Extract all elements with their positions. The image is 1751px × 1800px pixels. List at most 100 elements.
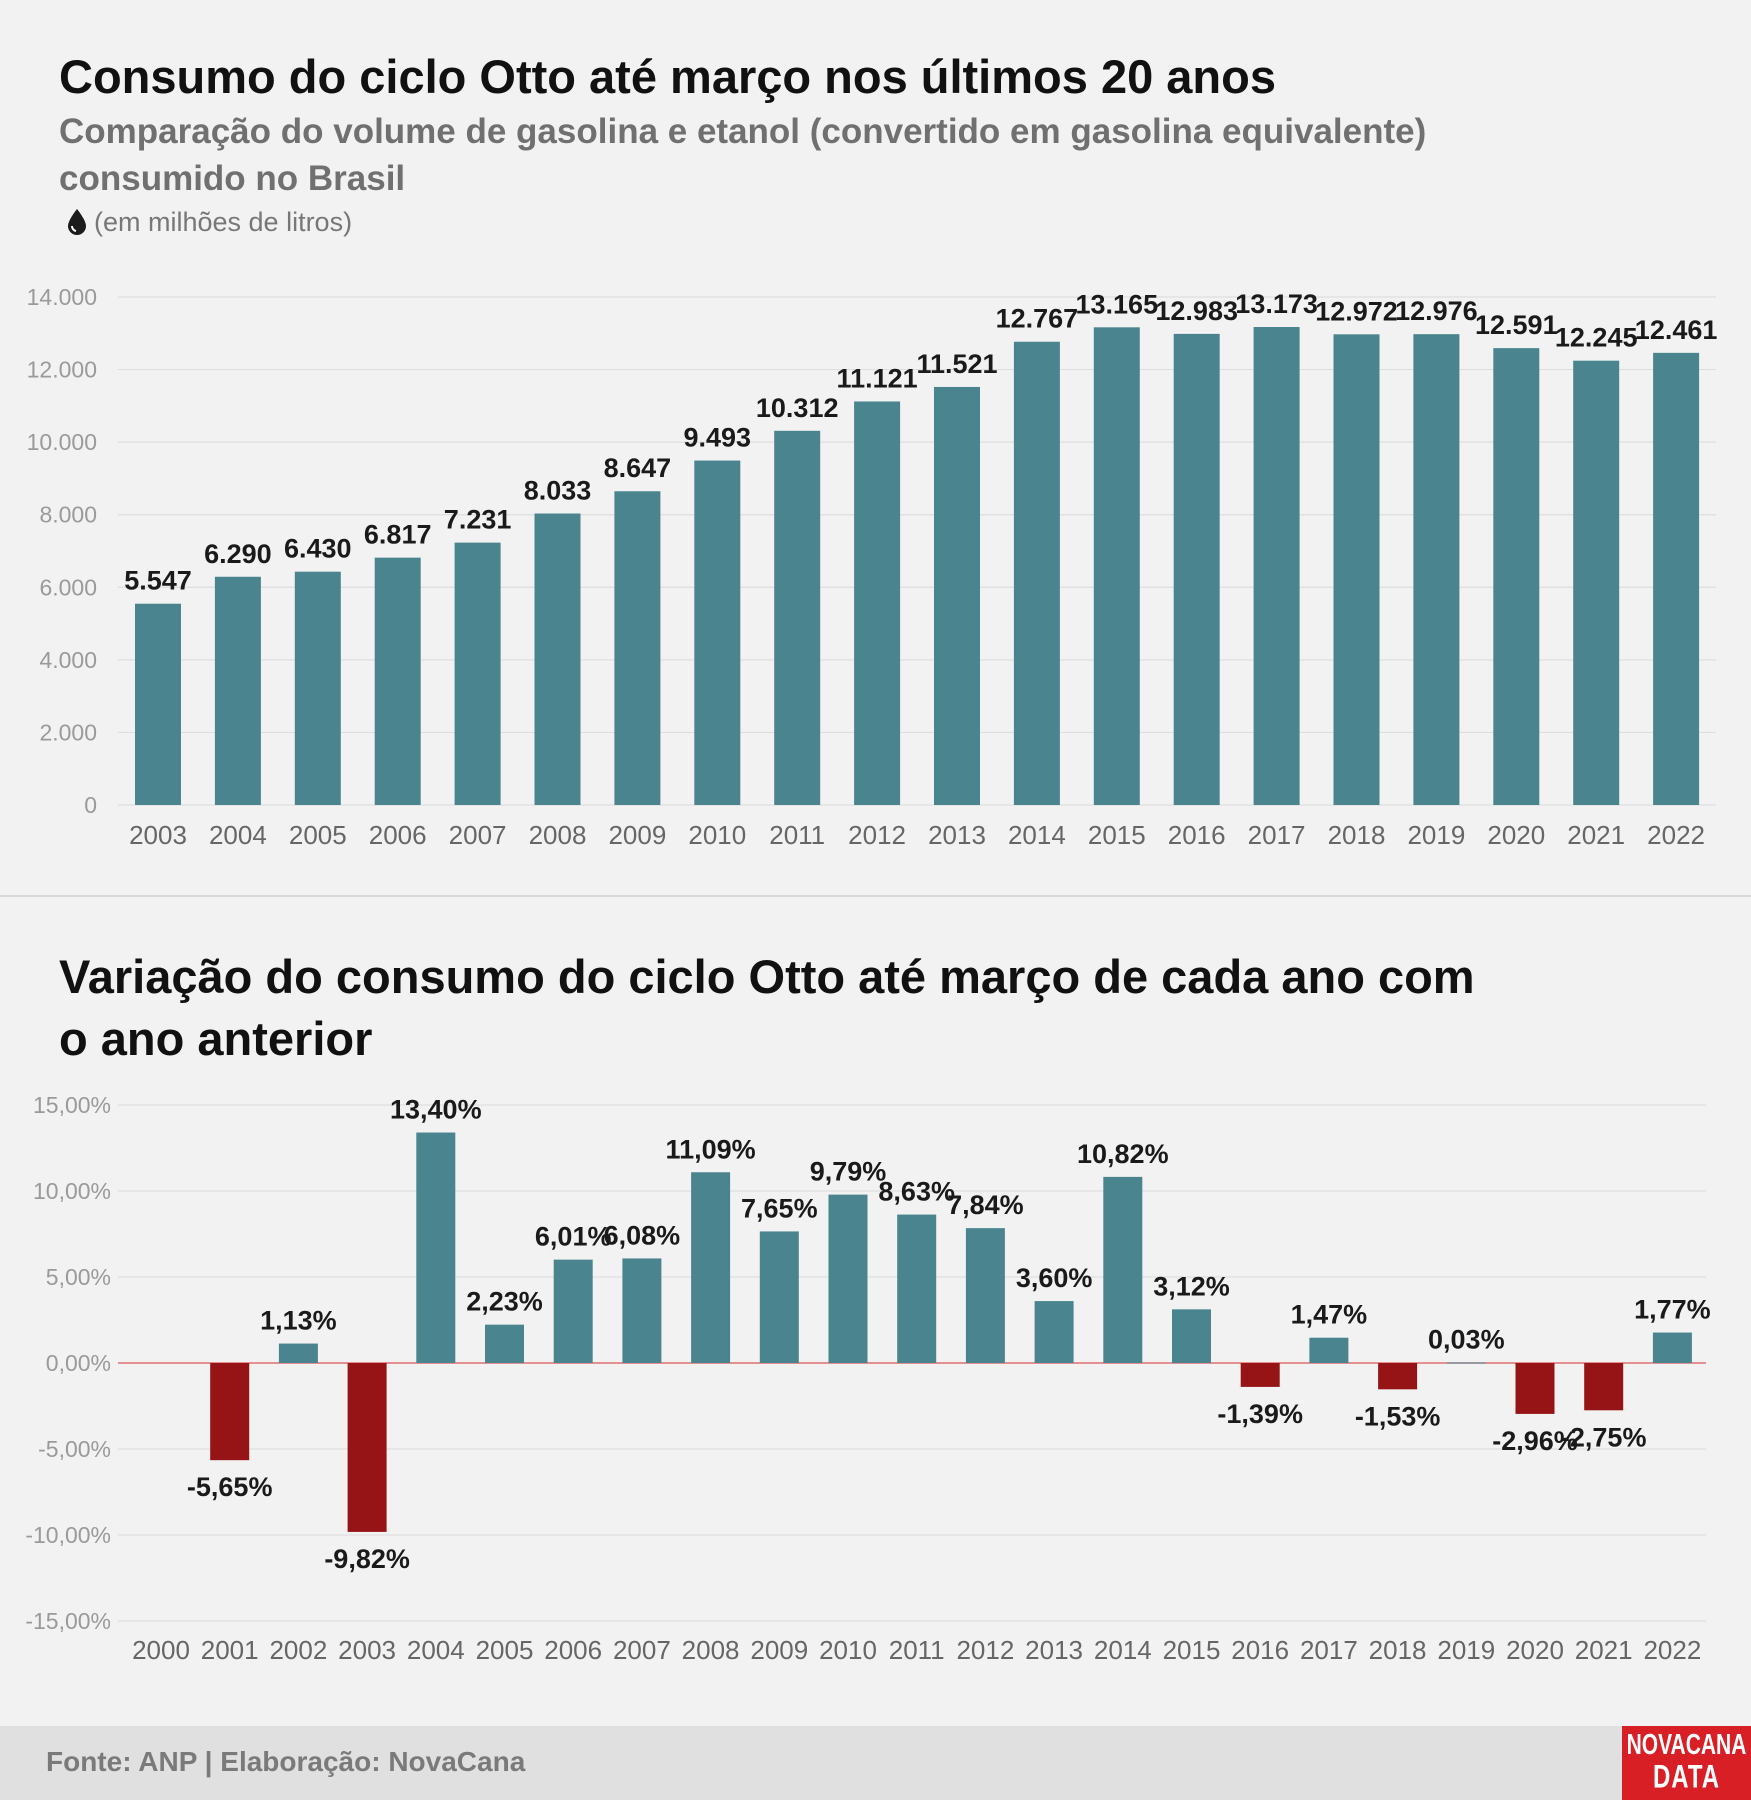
- bar: [347, 1363, 387, 1532]
- chart1-subtitle: Comparação do volume de gasolina e etano…: [59, 112, 1427, 198]
- bar: [614, 491, 661, 805]
- bar: [1172, 1309, 1211, 1363]
- x-category-label: 2019: [1407, 820, 1465, 850]
- x-category-label: 2008: [682, 1635, 740, 1665]
- x-category-label: 2003: [129, 820, 187, 850]
- bar: [694, 460, 741, 805]
- data-label: 12.972: [1315, 296, 1398, 326]
- bar: [1446, 1362, 1486, 1364]
- y-tick-label: 10,00%: [33, 1178, 111, 1204]
- x-category-label: 2019: [1437, 1635, 1495, 1665]
- x-category-label: 2009: [608, 820, 666, 850]
- x-category-label: 2014: [1008, 820, 1066, 850]
- x-category-label: 2007: [449, 820, 507, 850]
- data-label: 2,23%: [466, 1287, 543, 1317]
- y-tick-label: 8.000: [39, 502, 97, 528]
- x-category-label: 2005: [289, 820, 347, 850]
- x-category-label: 2004: [209, 820, 267, 850]
- unit-label: (em milhões de litros): [94, 207, 353, 237]
- data-label: 12.245: [1555, 323, 1638, 353]
- logo-line-1: NOVACANA: [1626, 1730, 1747, 1762]
- x-category-label: 2010: [688, 820, 746, 850]
- drop-icon: [68, 209, 86, 235]
- data-label: -2,75%: [1561, 1422, 1647, 1452]
- data-label: 12.767: [996, 304, 1079, 334]
- x-category-label: 2013: [928, 820, 986, 850]
- bar: [828, 1194, 868, 1363]
- x-category-label: 2017: [1300, 1635, 1358, 1665]
- data-label: 13.173: [1235, 289, 1318, 319]
- y-tick-label: -5,00%: [38, 1436, 111, 1462]
- x-category-label: 2003: [338, 1635, 396, 1665]
- bar: [622, 1258, 662, 1363]
- x-category-label: 2009: [750, 1635, 808, 1665]
- y-tick-label: 4.000: [39, 647, 97, 673]
- variation-bar-chart: -15,00% -10,00% -5,00% 0,00% 5,00% 10,00% 15,0…: [25, 1092, 1711, 1665]
- data-label: 9,79%: [810, 1157, 887, 1187]
- data-label: 6.430: [284, 534, 352, 564]
- x-category-label: 2016: [1231, 1635, 1289, 1665]
- x-category-label: 2018: [1369, 1635, 1427, 1665]
- y-tick-label: 15,00%: [33, 1092, 111, 1118]
- data-label: 11.521: [916, 349, 997, 379]
- bar: [1240, 1363, 1280, 1387]
- y-tick-label: 0: [84, 792, 97, 818]
- x-category-label: 2021: [1575, 1635, 1633, 1665]
- data-label: 1,13%: [260, 1306, 337, 1336]
- bar: [1309, 1337, 1349, 1363]
- data-label: 7.231: [444, 505, 512, 535]
- bar: [485, 1324, 524, 1363]
- data-label: 11,09%: [666, 1134, 756, 1164]
- x-category-label: 2005: [476, 1635, 534, 1665]
- x-category-label: 2018: [1328, 820, 1386, 850]
- data-label: -9,82%: [324, 1544, 410, 1574]
- data-label: 13,40%: [390, 1095, 482, 1125]
- data-label: 12.591: [1475, 310, 1558, 340]
- y-tick-label: 12.000: [27, 357, 97, 383]
- bar: [210, 1363, 250, 1461]
- y-tick-label: -10,00%: [25, 1522, 111, 1548]
- section-divider: [0, 895, 1751, 897]
- y-tick-label: 14.000: [27, 284, 97, 310]
- bar: [1413, 334, 1460, 805]
- data-label: 1,77%: [1634, 1295, 1711, 1325]
- chart2-title: Variação do consumo do ciclo Otto até ma…: [59, 950, 1475, 1065]
- x-category-label: 2016: [1168, 820, 1226, 850]
- bar: [854, 401, 901, 805]
- y-tick-label: 2.000: [39, 719, 97, 745]
- x-category-label: 2006: [544, 1635, 602, 1665]
- bar: [214, 576, 261, 805]
- x-category-label: 2010: [819, 1635, 877, 1665]
- data-label: -1,39%: [1217, 1399, 1303, 1429]
- consumption-bar-chart: 0 2.000 4.000 6.000 8.000 10.000 12.000 14.000 5…: [27, 284, 1718, 850]
- x-category-label: 2020: [1487, 820, 1545, 850]
- bar: [553, 1259, 593, 1363]
- y-tick-label: 0,00%: [46, 1350, 111, 1376]
- x-category-label: 2002: [269, 1635, 327, 1665]
- data-label: 11.121: [837, 363, 918, 393]
- data-label: 9.493: [684, 423, 752, 453]
- data-label: 3,60%: [1016, 1263, 1093, 1293]
- bar: [1378, 1363, 1418, 1390]
- bar: [1573, 360, 1620, 805]
- bar: [1093, 327, 1140, 805]
- x-category-label: 2015: [1163, 1635, 1221, 1665]
- data-label: 12.983: [1155, 296, 1238, 326]
- chart1-title: Consumo do ciclo Otto até março nos últi…: [59, 50, 1276, 103]
- bar: [1333, 334, 1380, 805]
- x-category-label: 2011: [769, 820, 825, 850]
- bar: [759, 1231, 799, 1363]
- data-label: 7,84%: [947, 1190, 1024, 1220]
- x-category-label: 2021: [1567, 820, 1625, 850]
- x-category-label: 2017: [1248, 820, 1306, 850]
- logo-line-2: DATA: [1652, 1759, 1721, 1797]
- x-category-label: 2020: [1506, 1635, 1564, 1665]
- bar: [1493, 348, 1540, 805]
- bar: [1103, 1176, 1143, 1363]
- bar: [534, 513, 581, 805]
- data-label: 7,65%: [741, 1193, 818, 1223]
- data-label: 8,63%: [878, 1177, 955, 1207]
- data-label: 6.290: [204, 539, 272, 569]
- bar: [965, 1228, 1005, 1363]
- bar: [1173, 333, 1220, 805]
